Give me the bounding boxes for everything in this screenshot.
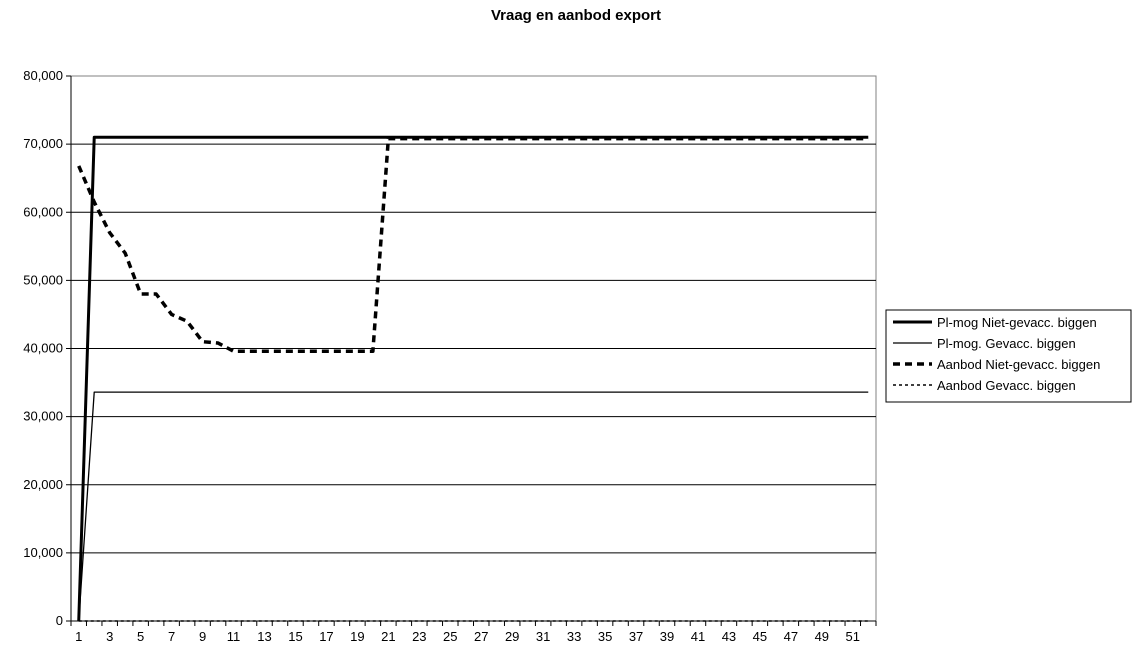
x-tick-label: 29: [505, 629, 519, 644]
y-tick-label: 80,000: [23, 68, 63, 83]
x-tick-label: 33: [567, 629, 581, 644]
x-tick-label: 27: [474, 629, 488, 644]
chart-title: Vraag en aanbod export: [491, 7, 661, 24]
x-tick-label: 43: [722, 629, 736, 644]
x-tick-label: 37: [629, 629, 643, 644]
x-tick-label: 13: [257, 629, 271, 644]
x-tick-label: 51: [846, 629, 860, 644]
x-tick-label: 41: [691, 629, 705, 644]
legend-label-2: Pl-mog. Gevacc. biggen: [937, 336, 1076, 351]
x-tick-label: 17: [319, 629, 333, 644]
x-tick-label: 3: [106, 629, 113, 644]
y-axis: 0 10,000 20,000 30,000 40,000 50,000 60,000 70,…: [23, 68, 72, 628]
y-tick-label: 60,000: [23, 204, 63, 219]
x-tick-label: 25: [443, 629, 457, 644]
x-tick-label: 47: [784, 629, 798, 644]
x-tick-label: 19: [350, 629, 364, 644]
x-tick-label: 11: [227, 629, 241, 644]
x-tick-label: 45: [753, 629, 767, 644]
gridlines: [71, 143, 876, 554]
y-tick-label: 40,000: [23, 341, 63, 356]
legend-label-1: Pl-mog Niet-gevacc. biggen: [937, 315, 1097, 330]
x-tick-label: 15: [288, 629, 302, 644]
x-tick-label: 39: [660, 629, 674, 644]
y-tick-label: 30,000: [23, 409, 63, 424]
x-tick-label: 31: [536, 629, 550, 644]
y-tick-label: 10,000: [23, 545, 63, 560]
legend-label-4: Aanbod Gevacc. biggen: [937, 378, 1076, 393]
x-tick-label: 21: [381, 629, 395, 644]
x-tick-label: 35: [598, 629, 612, 644]
x-tick-label: 1: [75, 629, 82, 644]
y-tick-label: 70,000: [23, 136, 63, 151]
y-tick-label: 20,000: [23, 477, 63, 492]
x-tick-label: 9: [199, 629, 206, 644]
series-line-3: [77, 136, 869, 353]
x-tick-label: 5: [137, 629, 144, 644]
y-tick-label: 0: [56, 613, 63, 628]
series-line-2: [78, 391, 869, 622]
legend: Pl-mog Niet-gevacc. biggen Pl-mog. Gevacc…: [885, 309, 1132, 403]
legend-label-3: Aanbod Niet-gevacc. biggen: [937, 357, 1100, 372]
x-tick-label: 49: [815, 629, 829, 644]
x-tick-label: 23: [412, 629, 426, 644]
legend-box: [885, 309, 1132, 403]
y-tick-label: 50,000: [23, 272, 63, 287]
x-tick-label: 7: [168, 629, 175, 644]
x-axis: 1 3 5 7 9 11 13 15 17 19 21 23 25 27 29 31 33 35 37 39 41 43 4…: [70, 620, 877, 644]
series-lines: [77, 135, 869, 622]
